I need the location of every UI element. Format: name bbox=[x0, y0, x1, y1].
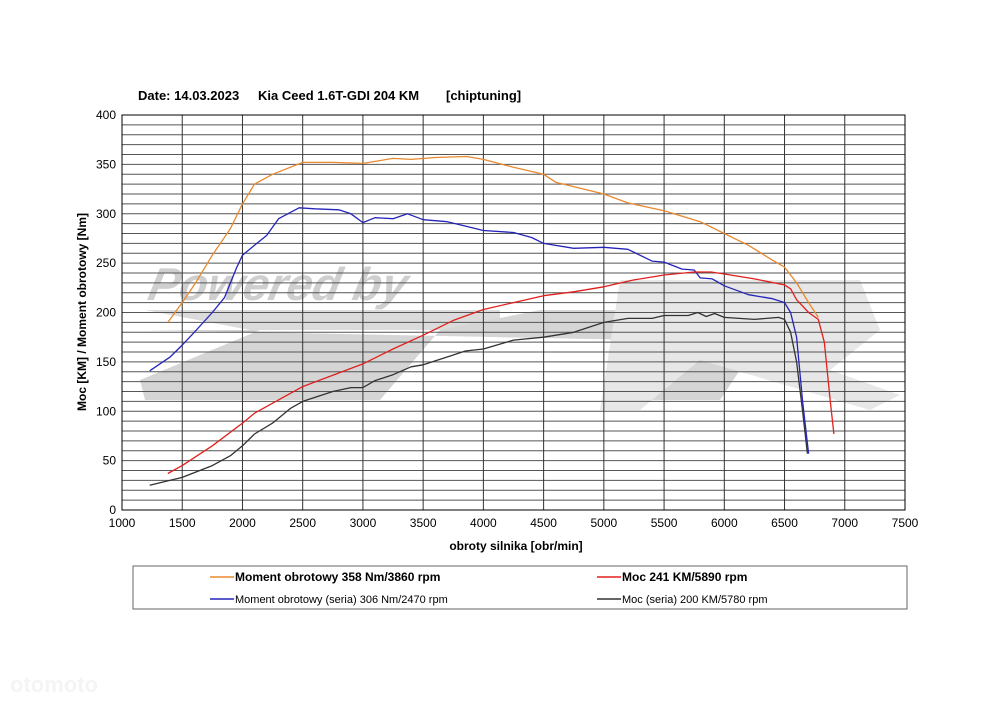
plot-frame bbox=[121, 114, 906, 511]
series-line-1 bbox=[167, 271, 835, 475]
x-tick-label: 6500 bbox=[771, 516, 798, 530]
powered-by-ztr-watermark: Powered by bbox=[140, 258, 900, 410]
x-axis-ticks: 1000 1500 2000 2500 3000 3500 4000 4500 5000 5500… bbox=[109, 516, 919, 530]
y-tick-label: 350 bbox=[96, 157, 116, 171]
y-tick-label: 200 bbox=[96, 306, 116, 320]
x-tick-label: 1000 bbox=[109, 516, 136, 530]
legend-entry: Moment obrotowy 358 Nm/3860 rpm bbox=[235, 570, 440, 584]
series-lines bbox=[149, 155, 835, 486]
legend-entry: Moc 241 KM/5890 rpm bbox=[622, 570, 747, 584]
y-tick-label: 100 bbox=[96, 404, 116, 418]
header-car: Kia Ceed 1.6T-GDI 204 KM bbox=[258, 88, 419, 103]
legend-entry: Moc (seria) 200 KM/5780 rpm bbox=[622, 594, 768, 606]
legend-entry: Moment obrotowy (seria) 306 Nm/2470 rpm bbox=[235, 594, 448, 606]
x-tick-label: 5000 bbox=[590, 516, 617, 530]
legend-box bbox=[132, 565, 908, 610]
x-tick-label: 4500 bbox=[530, 516, 557, 530]
grid bbox=[122, 115, 905, 510]
site-watermark: otomoto bbox=[10, 672, 98, 697]
x-tick-label: 2500 bbox=[289, 516, 316, 530]
y-tick-label: 150 bbox=[96, 355, 116, 369]
series-line-3 bbox=[149, 311, 809, 486]
x-tick-label: 5500 bbox=[651, 516, 678, 530]
y-tick-label: 50 bbox=[103, 454, 117, 468]
header-date: Date: 14.03.2023 bbox=[138, 88, 239, 103]
y-tick-label: 0 bbox=[109, 503, 116, 517]
x-tick-label: 7500 bbox=[892, 516, 919, 530]
y-tick-label: 250 bbox=[96, 256, 116, 270]
x-tick-label: 3500 bbox=[410, 516, 437, 530]
x-tick-label: 2000 bbox=[229, 516, 256, 530]
x-tick-label: 6000 bbox=[711, 516, 738, 530]
y-tick-label: 300 bbox=[96, 207, 116, 221]
y-axis-label: Moc [KM] / Moment obrotowy [Nm] bbox=[75, 213, 89, 411]
svg-text:Powered by: Powered by bbox=[144, 258, 415, 309]
series-line-0 bbox=[167, 155, 819, 323]
x-tick-label: 7000 bbox=[831, 516, 858, 530]
series-line-2 bbox=[149, 207, 810, 454]
x-axis-label: obroty silnika [obr/min] bbox=[449, 539, 582, 553]
legend: Moment obrotowy 358 Nm/3860 rpm Moc 241 K… bbox=[210, 570, 768, 606]
y-tick-label: 400 bbox=[96, 108, 116, 122]
x-tick-label: 1500 bbox=[169, 516, 196, 530]
header-mode: [chiptuning] bbox=[446, 88, 521, 103]
y-axis-ticks: 0 50 100 150 200 250 300 350 400 bbox=[96, 108, 116, 517]
x-tick-label: 4000 bbox=[470, 516, 497, 530]
x-tick-label: 3000 bbox=[350, 516, 377, 530]
